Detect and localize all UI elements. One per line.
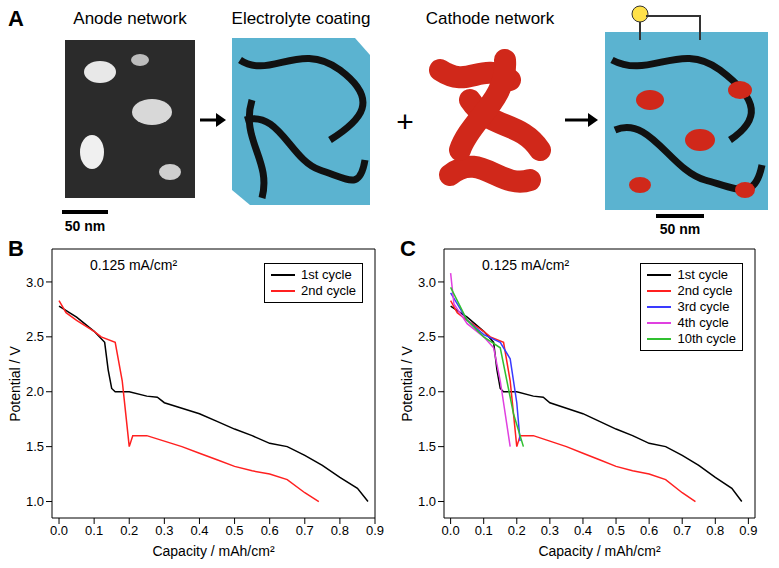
svg-text:2.0: 2.0 <box>26 384 44 399</box>
svg-text:3.0: 3.0 <box>418 275 436 290</box>
svg-text:0.1: 0.1 <box>85 523 103 538</box>
svg-text:2.5: 2.5 <box>26 329 44 344</box>
svg-text:Electrolyte coating: Electrolyte coating <box>232 9 371 28</box>
svg-text:0.7: 0.7 <box>673 523 691 538</box>
svg-text:0.4: 0.4 <box>190 523 208 538</box>
html-text:2nd cycle: 2nd cycle <box>301 283 356 298</box>
svg-text:0.6: 0.6 <box>640 523 658 538</box>
html-text:1st cycle: 1st cycle <box>301 267 352 282</box>
svg-text:50 nm: 50 nm <box>65 218 105 234</box>
svg-text:Anode network: Anode network <box>73 9 187 28</box>
svg-text:3.0: 3.0 <box>26 275 44 290</box>
svg-text:0.5: 0.5 <box>607 523 625 538</box>
html-text:10th cycle: 10th cycle <box>677 331 736 346</box>
svg-text:0.8: 0.8 <box>331 523 349 538</box>
svg-text:Capacity / mAh/cm²: Capacity / mAh/cm² <box>152 543 274 559</box>
html-text:Potential / V: Potential / V <box>7 345 23 422</box>
svg-text:0.9: 0.9 <box>366 523 384 538</box>
svg-text:0.2: 0.2 <box>508 523 526 538</box>
svg-text:+: + <box>396 105 414 138</box>
svg-text:2.0: 2.0 <box>418 384 436 399</box>
svg-text:1.5: 1.5 <box>26 439 44 454</box>
svg-text:Cathode network: Cathode network <box>426 9 555 28</box>
svg-text:1.0: 1.0 <box>26 494 44 509</box>
html-text:0.125 mA/cm²: 0.125 mA/cm² <box>482 257 570 273</box>
svg-text:0.0: 0.0 <box>442 523 460 538</box>
svg-text:0.0: 0.0 <box>50 523 68 538</box>
svg-text:1.0: 1.0 <box>418 494 436 509</box>
html-text:4th cycle: 4th cycle <box>677 315 729 330</box>
svg-text:0.1: 0.1 <box>475 523 493 538</box>
svg-text:0.6: 0.6 <box>261 523 279 538</box>
svg-text:0.4: 0.4 <box>574 523 592 538</box>
html-text:0.125 mA/cm²: 0.125 mA/cm² <box>90 257 178 273</box>
svg-text:Capacity / mAh/cm²: Capacity / mAh/cm² <box>538 543 660 559</box>
svg-text:0.3: 0.3 <box>541 523 559 538</box>
svg-text:50 nm: 50 nm <box>660 221 700 237</box>
html-text:3rd cycle: 3rd cycle <box>677 299 730 314</box>
html-text:B: B <box>8 236 24 261</box>
svg-text:0.3: 0.3 <box>155 523 173 538</box>
svg-text:0.5: 0.5 <box>226 523 244 538</box>
svg-text:1.5: 1.5 <box>418 439 436 454</box>
html-text:1st cycle: 1st cycle <box>677 267 728 282</box>
svg-text:0.9: 0.9 <box>739 523 757 538</box>
html-text:C: C <box>400 236 416 261</box>
svg-text:A: A <box>8 6 24 31</box>
svg-text:0.8: 0.8 <box>706 523 724 538</box>
html-text:Potential / V: Potential / V <box>399 345 415 422</box>
svg-text:2.5: 2.5 <box>418 329 436 344</box>
svg-text:0.7: 0.7 <box>296 523 314 538</box>
svg-text:0.2: 0.2 <box>120 523 138 538</box>
html-text:2nd cycle: 2nd cycle <box>677 283 733 298</box>
